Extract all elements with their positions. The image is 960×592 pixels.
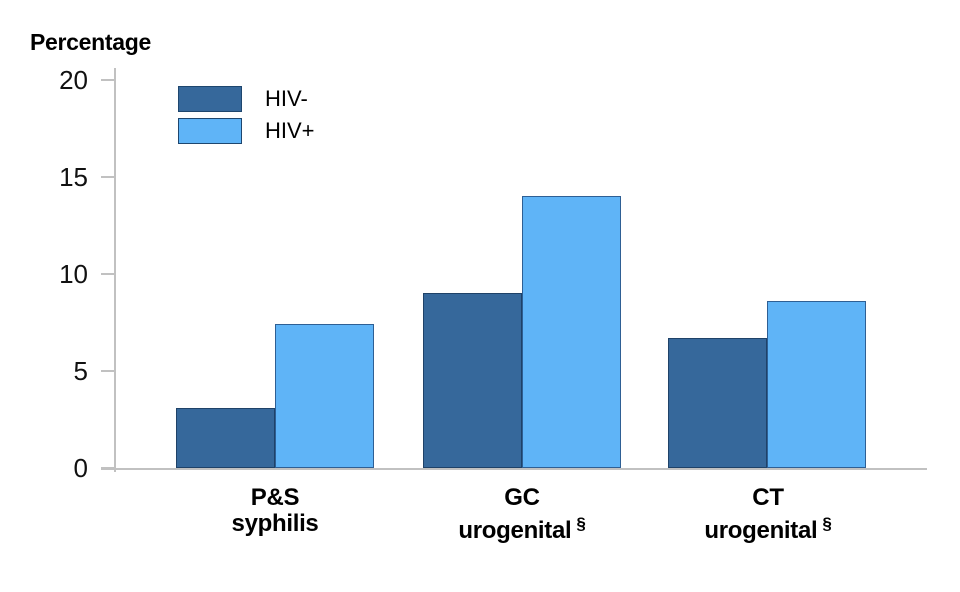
y-tick-0 — [101, 467, 115, 469]
legend-swatch-HIVneg — [178, 86, 242, 112]
legend-item-HIVpos: HIV+ — [178, 118, 315, 144]
y-axis-line — [114, 68, 116, 472]
x-label-ct: CT urogenital § — [704, 484, 832, 544]
legend-label: HIV+ — [265, 118, 315, 143]
legend-label: HIV- — [265, 86, 308, 111]
y-tick-15 — [101, 176, 115, 178]
y-tick-label-20: 20 — [59, 65, 88, 95]
footnote-marker: § — [822, 514, 832, 533]
y-tick-20 — [101, 79, 115, 81]
y-tick-label-10: 10 — [59, 259, 88, 289]
legend: HIV- HIV+ — [178, 86, 315, 144]
legend-item-HIVneg: HIV- — [178, 86, 315, 112]
x-label-gc: GC urogenital § — [458, 484, 586, 544]
bar-HIVneg-gc — [423, 293, 522, 468]
plot-area: 0 5 10 15 20 P&S syphilis GC urogenital § CT uroge… — [59, 65, 927, 544]
y-tick-10 — [101, 273, 115, 275]
legend-swatch-HIVpos — [178, 118, 242, 144]
y-tick-label-5: 5 — [73, 356, 88, 386]
footnote-marker: § — [576, 514, 586, 533]
x-label-ps: P&S syphilis — [231, 484, 319, 537]
bar-HIVpos-ct — [767, 301, 866, 468]
y-tick-label-15: 15 — [59, 162, 88, 192]
y-tick-5 — [101, 370, 115, 372]
y-tick-label-0: 0 — [73, 453, 88, 483]
bar-HIVneg-ps — [176, 407, 275, 468]
bar-HIVpos-gc — [522, 196, 621, 468]
bar-HIVpos-ps — [275, 324, 374, 468]
bar-HIVneg-ct — [668, 338, 767, 468]
y-axis-title: Percentage — [30, 29, 152, 55]
x-axis-line — [101, 468, 927, 470]
